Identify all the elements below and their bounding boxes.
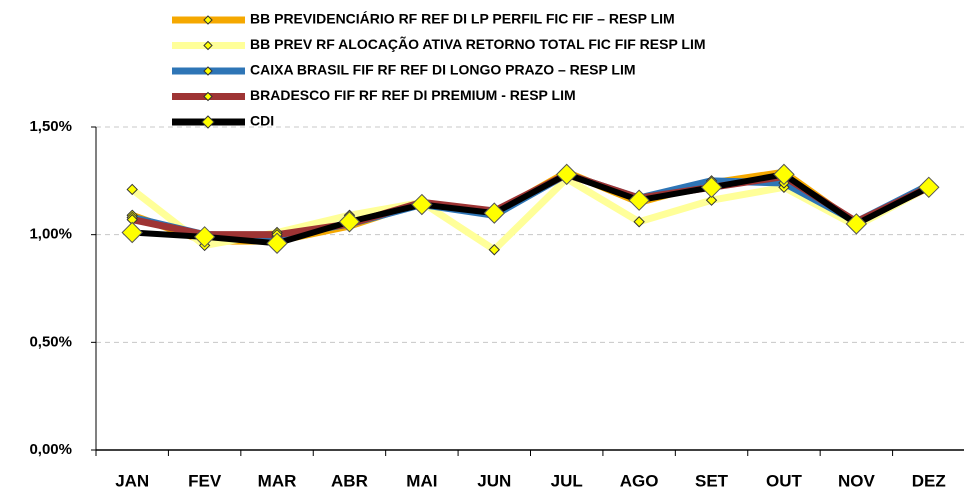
legend-label: CDI	[250, 113, 274, 129]
x-tick-label: JUL	[551, 471, 583, 490]
series-marker	[126, 183, 138, 196]
x-tick-label: NOV	[838, 471, 876, 490]
x-tick-label: JUN	[477, 471, 511, 490]
legend-label: BB PREV RF ALOCAÇÃO ATIVA RETORNO TOTAL …	[250, 35, 706, 52]
legend-label: BB PREVIDENCIÁRIO RF REF DI LP PERFIL FI…	[250, 11, 675, 27]
x-tick-label: DEZ	[912, 471, 946, 490]
legend-marker	[203, 40, 213, 51]
legend-marker	[201, 115, 215, 129]
series-marker	[121, 221, 143, 244]
legend-label: BRADESCO FIF RF REF DI PREMIUM - RESP LI…	[250, 87, 576, 103]
x-tick-label: AGO	[620, 471, 659, 490]
series-marker	[633, 216, 645, 228]
series-marker	[628, 189, 650, 211]
series-marker	[488, 244, 500, 256]
series-marker	[773, 163, 795, 186]
series-marker	[918, 176, 940, 199]
y-tick-label: 1,00%	[29, 226, 72, 243]
series-marker	[266, 232, 288, 254]
series-line	[132, 171, 931, 247]
x-tick-label: OUT	[766, 471, 803, 490]
series-marker	[411, 193, 433, 216]
series-line	[131, 170, 931, 241]
legend: BB PREVIDENCIÁRIO RF REF DI LP PERFIL FI…	[172, 11, 706, 129]
x-tick-label: FEV	[188, 471, 222, 490]
y-tick-label: 0,50%	[29, 333, 72, 350]
legend-marker	[203, 66, 213, 76]
y-tick-label: 1,50%	[29, 118, 72, 135]
x-tick-label: MAI	[406, 471, 437, 490]
series-marker	[338, 211, 361, 233]
legend-label: CAIXA BRASIL FIF RF REF DI LONGO PRAZO –…	[250, 62, 636, 78]
series-marker	[700, 176, 723, 199]
legend-marker	[203, 15, 213, 25]
series-marker	[845, 213, 868, 235]
legend-marker	[203, 91, 213, 102]
series-marker	[193, 226, 216, 248]
series-marker	[705, 194, 718, 206]
series-marker	[556, 163, 578, 186]
series-marker	[483, 202, 505, 224]
x-tick-label: MAR	[258, 471, 297, 490]
series-line	[131, 168, 931, 245]
x-tick-label: JAN	[115, 471, 149, 490]
x-tick-label: SET	[695, 471, 729, 490]
y-tick-label: 0,00%	[29, 441, 72, 458]
x-tick-label: ABR	[331, 471, 368, 490]
